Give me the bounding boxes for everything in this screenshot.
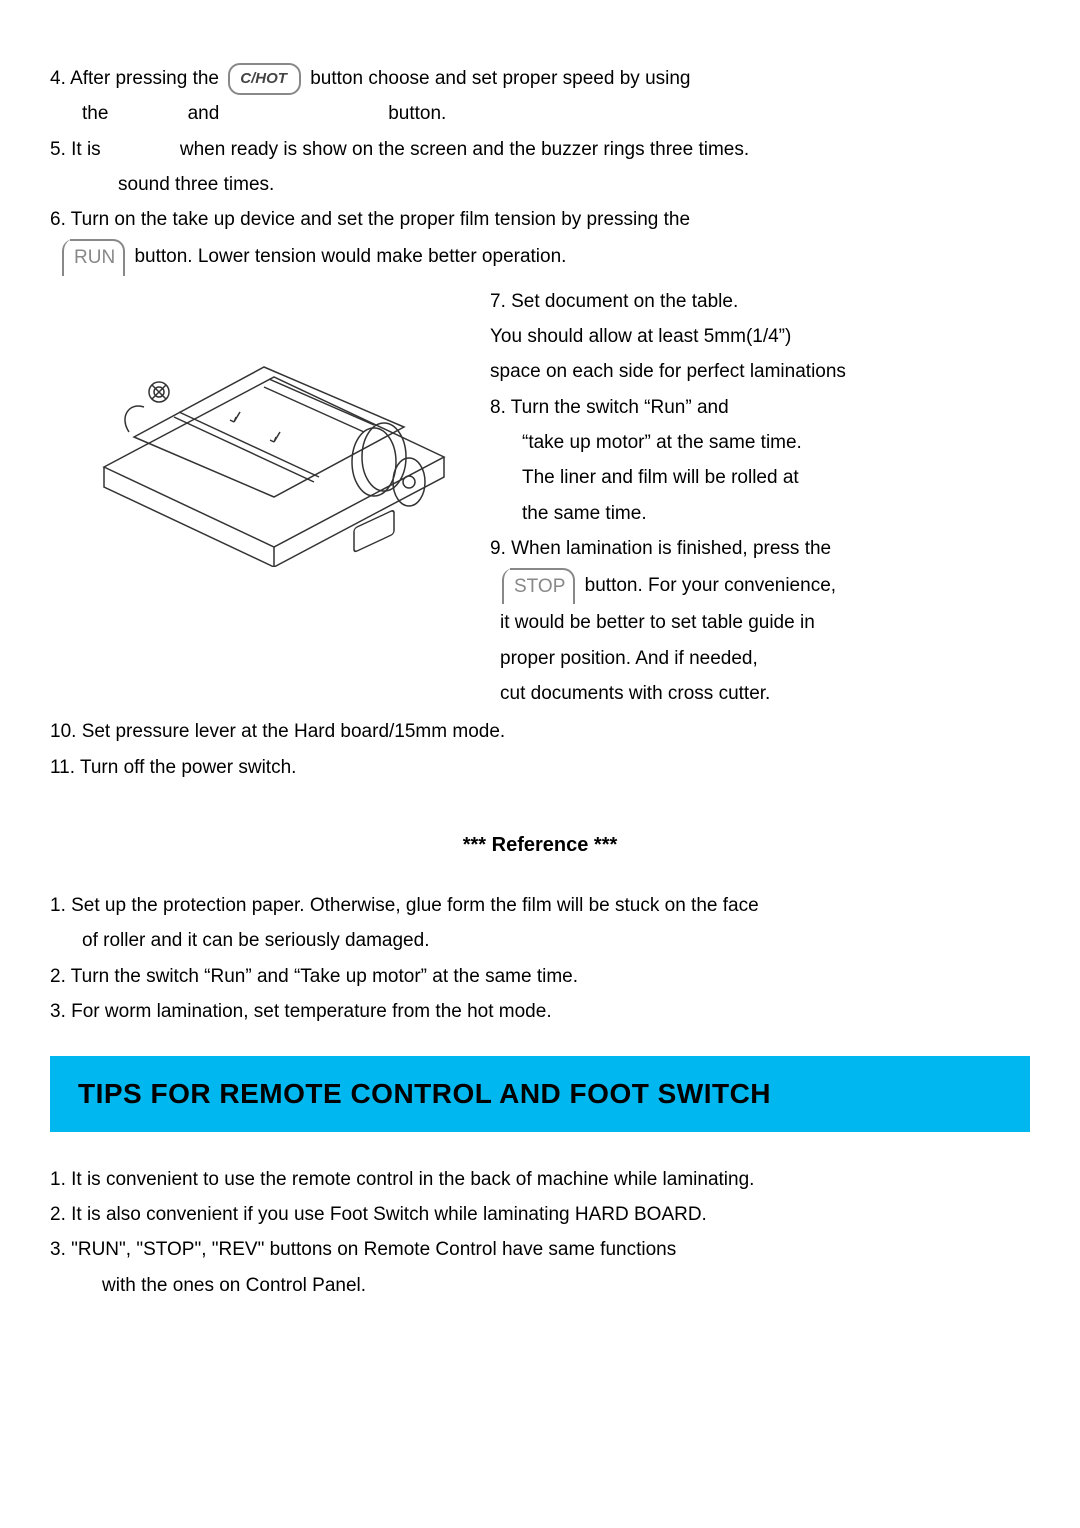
step-9-line5: cut documents with cross cutter.	[490, 678, 1030, 710]
ref-3: 3. For worm lamination, set temperature …	[50, 996, 1030, 1028]
step-10: 10. Set pressure lever at the Hard board…	[50, 716, 1030, 748]
step-8-line3: The liner and film will be rolled at	[490, 462, 1030, 494]
step-7-line3: space on each side for perfect laminatio…	[490, 356, 1030, 388]
text: button choose and set proper speed by us…	[310, 68, 690, 89]
step-11: 11. Turn off the power switch.	[50, 752, 1030, 784]
text: 4. After pressing the	[50, 68, 224, 89]
step-5-line2: sound three times.	[50, 169, 1030, 201]
step-5-line1: 5. It is when ready is show on the scree…	[50, 134, 1030, 166]
ref-1b: of roller and it can be seriously damage…	[50, 925, 1030, 957]
laminator-illustration	[50, 279, 474, 578]
step-8-line2: “take up motor” at the same time.	[490, 427, 1030, 459]
step-6-line2: RUN button. Lower tension would make bet…	[50, 239, 1030, 275]
tips-banner: TIPS FOR REMOTE CONTROL AND FOOT SWITCH	[50, 1056, 1030, 1132]
step-8-line1: 8. Turn the switch “Run” and	[490, 392, 1030, 424]
stop-button-wrap: STOP	[502, 568, 579, 604]
step-6-line1: 6. Turn on the take up device and set th…	[50, 204, 1030, 236]
ref-1a: 1. Set up the protection paper. Otherwis…	[50, 890, 1030, 922]
run-button-wrap: RUN	[62, 239, 129, 275]
step-9-line1: 9. When lamination is finished, press th…	[490, 533, 1030, 565]
tip-3a: 3. "RUN", "STOP", "REV" buttons on Remot…	[50, 1234, 1030, 1266]
text: button. For your convenience,	[585, 575, 836, 596]
step-4-line1: 4. After pressing the C/HOT button choos…	[50, 63, 1030, 95]
illustration-row: 7. Set document on the table. You should…	[50, 279, 1030, 714]
chot-button-label: C/HOT	[228, 63, 301, 95]
steps-7-9-column: 7. Set document on the table. You should…	[490, 279, 1030, 714]
step-9-line4: proper position. And if needed,	[490, 643, 1030, 675]
tip-2: 2. It is also convenient if you use Foot…	[50, 1199, 1030, 1231]
step-9-line2: STOP button. For your convenience,	[490, 568, 1030, 604]
step-9-line3: it would be better to set table guide in	[490, 607, 1030, 639]
ref-2: 2. Turn the switch “Run” and “Take up mo…	[50, 961, 1030, 993]
stop-button-label: STOP	[510, 568, 575, 604]
step-7-line1: 7. Set document on the table.	[490, 286, 1030, 318]
run-button-label: RUN	[70, 239, 125, 275]
reference-heading: *** Reference ***	[50, 828, 1030, 862]
step-7-line2: You should allow at least 5mm(1/4”)	[490, 321, 1030, 353]
text: button. Lower tension would make better …	[134, 247, 566, 268]
step-8-line4: the same time.	[490, 498, 1030, 530]
tip-1: 1. It is convenient to use the remote co…	[50, 1164, 1030, 1196]
tip-3b: with the ones on Control Panel.	[50, 1270, 1030, 1302]
step-4-line2: the and button.	[50, 98, 1030, 130]
